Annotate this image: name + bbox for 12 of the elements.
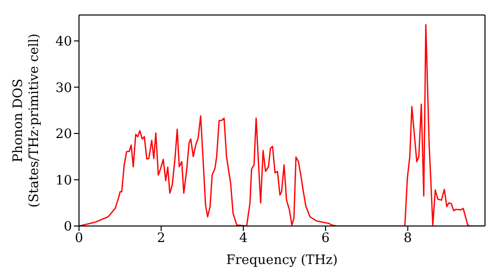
y-tick-label: 30: [55, 80, 72, 96]
y-tick-label: 40: [55, 34, 72, 50]
x-axis-title: Frequency (THz): [226, 253, 338, 268]
y-tick-label: 20: [55, 127, 72, 142]
y-tick-label: 10: [55, 173, 72, 188]
x-tick-label: 8: [404, 231, 412, 246]
x-tick-label: 0: [74, 231, 84, 246]
x-tick-label: 6: [321, 231, 330, 246]
y-tick-label: 0: [64, 220, 72, 235]
x-tick-label: 2: [157, 231, 166, 246]
y-axis-title: Phonon DOS (States/THz·primitive cell): [11, 33, 42, 208]
x-tick-label: 4: [239, 231, 248, 246]
